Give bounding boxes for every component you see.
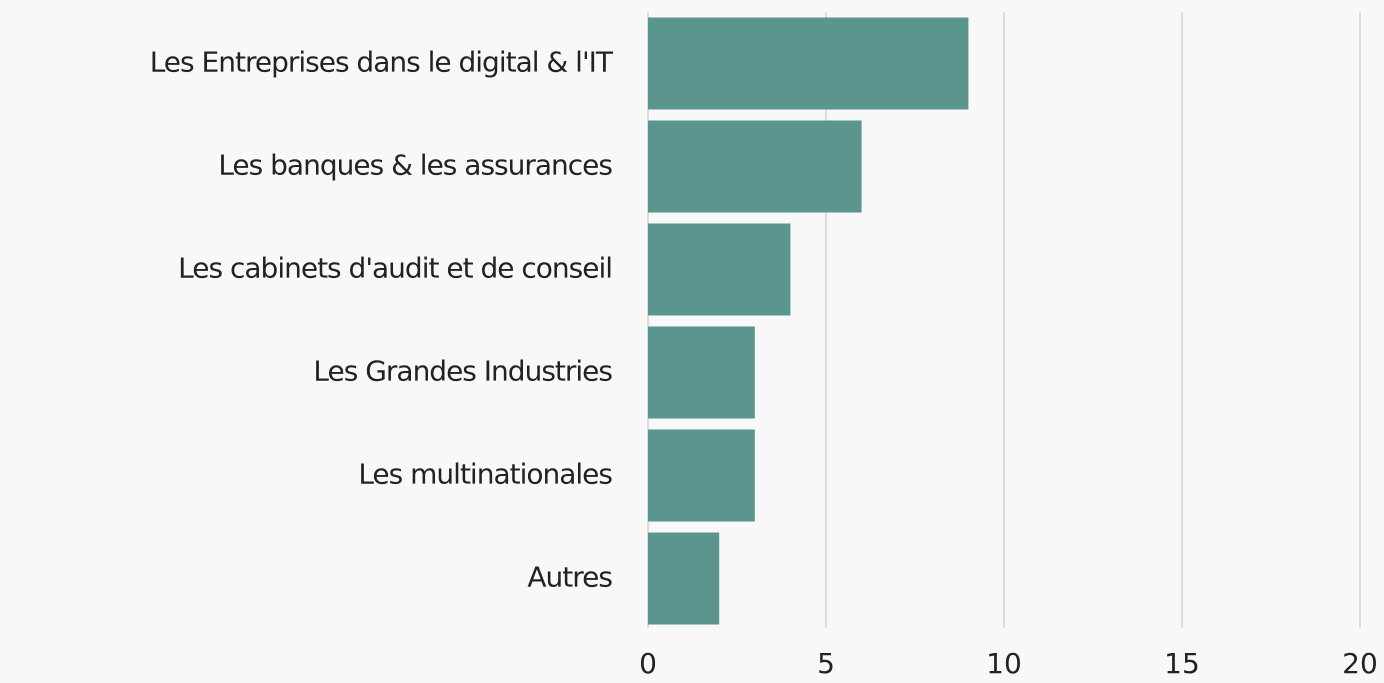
bar (648, 532, 720, 625)
x-tick-label: 0 (639, 647, 657, 680)
y-tick-label: Les cabinets d'audit et de conseil (178, 252, 612, 285)
bar (648, 326, 755, 419)
x-tick-label: 15 (1164, 647, 1200, 680)
bar (648, 429, 755, 522)
x-tick-label: 10 (986, 647, 1022, 680)
y-tick-label: Les banques & les assurances (218, 149, 612, 182)
x-tick-label: 20 (1342, 647, 1378, 680)
bar (648, 120, 862, 213)
y-tick-label: Autres (527, 561, 612, 594)
y-tick-label: Les Entreprises dans le digital & l'IT (150, 46, 614, 79)
bar (648, 17, 969, 110)
x-tick-label: 5 (817, 647, 835, 680)
y-tick-label: Les Grandes Industries (313, 355, 612, 388)
bar (648, 223, 791, 316)
y-tick-label: Les multinationales (358, 458, 612, 491)
